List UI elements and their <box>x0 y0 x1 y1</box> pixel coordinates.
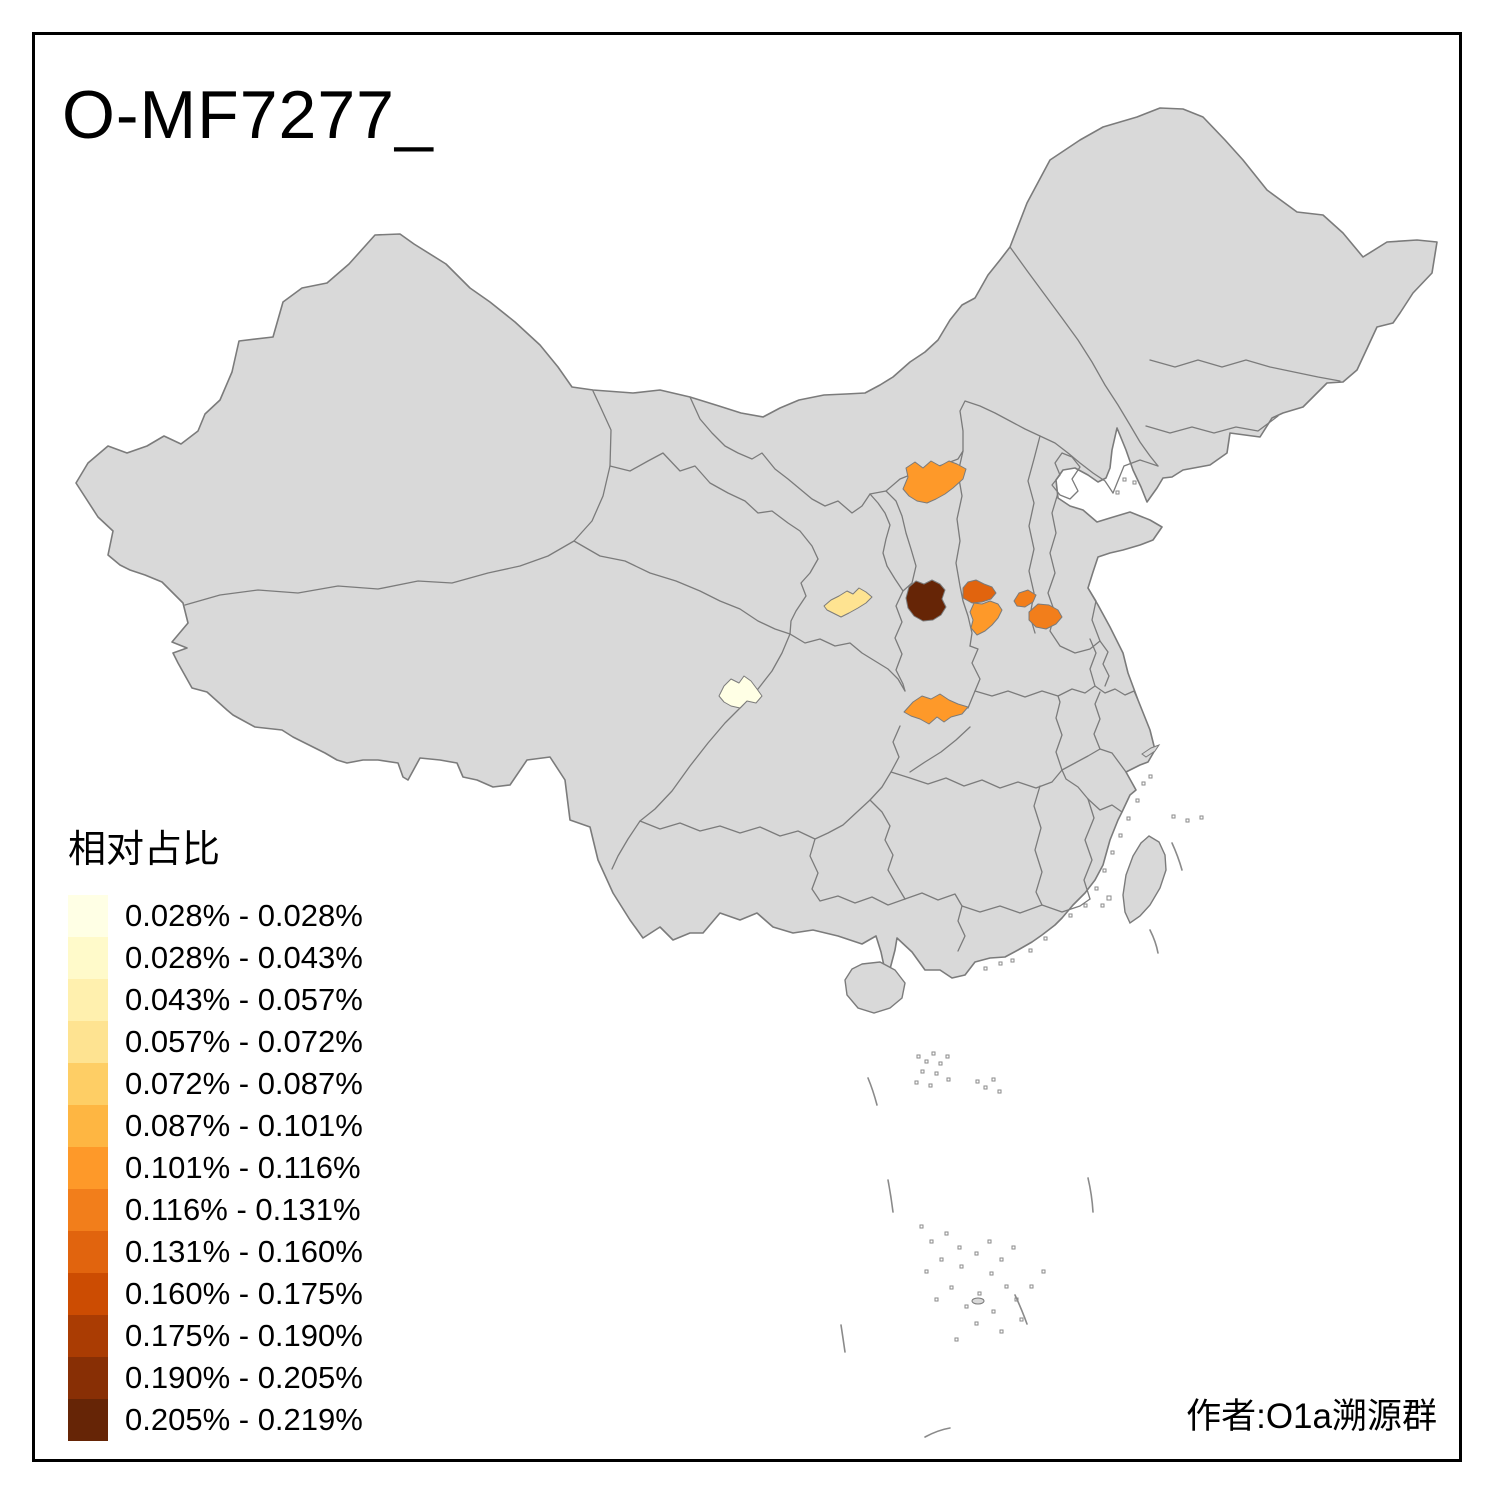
legend-item-8: 0.131% - 0.160% <box>68 1231 363 1273</box>
legend-swatch-7 <box>68 1189 108 1231</box>
legend-item-7: 0.116% - 0.131% <box>68 1189 363 1231</box>
legend-item-12: 0.205% - 0.219% <box>68 1399 363 1441</box>
legend-label-1: 0.028% - 0.043% <box>125 940 363 975</box>
legend-swatch-2 <box>68 979 108 1021</box>
legend-title: 相对占比 <box>68 829 221 871</box>
legend-item-4: 0.072% - 0.087% <box>68 1063 363 1105</box>
china-mainland <box>75 107 1438 979</box>
taiwan-island <box>1122 835 1167 925</box>
legend-swatch-8 <box>68 1231 108 1273</box>
hainan-island <box>844 961 906 1014</box>
legend-item-6: 0.101% - 0.116% <box>68 1147 363 1189</box>
legend-label-4: 0.072% - 0.087% <box>125 1066 363 1101</box>
region-central-shanxi <box>969 600 1003 636</box>
province-borders <box>184 246 1341 952</box>
legend-label-8: 0.131% - 0.160% <box>125 1234 363 1269</box>
legend-item-2: 0.043% - 0.057% <box>68 979 363 1021</box>
attribution-text: 作者:O1a溯源群 <box>1186 1397 1437 1436</box>
legend-item-3: 0.057% - 0.072% <box>68 1021 363 1063</box>
legend-swatch-0 <box>68 895 108 937</box>
legend-swatch-1 <box>68 937 108 979</box>
region-chengdu-sichuan <box>718 675 763 709</box>
legend-swatch-10 <box>68 1315 108 1357</box>
region-west-shanxi <box>962 579 997 604</box>
legend-label-0: 0.028% - 0.028% <box>125 898 363 933</box>
legend-item-5: 0.087% - 0.101% <box>68 1105 363 1147</box>
legend-label-10: 0.175% - 0.190% <box>125 1318 363 1353</box>
legend-items: 0.028% - 0.028% 0.028% - 0.043% 0.043% - 0… <box>68 895 363 1441</box>
legend-item-9: 0.160% - 0.175% <box>68 1273 363 1315</box>
region-north-henan-west <box>1013 589 1037 608</box>
legend-item-0: 0.028% - 0.028% <box>68 895 363 937</box>
legend-label-5: 0.087% - 0.101% <box>125 1108 363 1143</box>
legend-label-11: 0.190% - 0.205% <box>125 1360 363 1395</box>
legend-item-11: 0.190% - 0.205% <box>68 1357 363 1399</box>
legend-label-3: 0.057% - 0.072% <box>125 1024 363 1059</box>
legend-swatch-5 <box>68 1105 108 1147</box>
legend-label-9: 0.160% - 0.175% <box>125 1276 363 1311</box>
legend-swatch-11 <box>68 1357 108 1399</box>
legend-label-2: 0.043% - 0.057% <box>125 982 363 1017</box>
legend-item-10: 0.175% - 0.190% <box>68 1315 363 1357</box>
legend: 相对占比 0.028% - 0.028% 0.028% - 0.043% 0.043… <box>68 818 363 1441</box>
legend-label-12: 0.205% - 0.219% <box>125 1402 363 1437</box>
legend-swatch-4 <box>68 1063 108 1105</box>
region-north-shaanxi <box>905 579 947 622</box>
region-inner-mongolia-ordos <box>902 460 967 504</box>
legend-swatch-6 <box>68 1147 108 1189</box>
legend-label-7: 0.116% - 0.131% <box>125 1192 361 1227</box>
legend-label-6: 0.101% - 0.116% <box>125 1150 361 1185</box>
legend-item-1: 0.028% - 0.043% <box>68 937 363 979</box>
sea-boundary-dashes <box>840 842 1183 1438</box>
legend-swatch-12 <box>68 1399 108 1441</box>
region-north-henan-east <box>1028 603 1063 630</box>
legend-swatch-3 <box>68 1021 108 1063</box>
island-specks <box>914 477 1204 1342</box>
page-title: O-MF7277_ <box>62 77 434 153</box>
legend-swatch-9 <box>68 1273 108 1315</box>
south-sea-islet <box>971 1297 985 1305</box>
region-south-shaanxi <box>903 693 969 725</box>
chongming-island <box>1141 743 1161 758</box>
highlighted-regions <box>718 460 1063 725</box>
islands <box>844 743 1167 1305</box>
region-central-gansu <box>823 587 873 618</box>
